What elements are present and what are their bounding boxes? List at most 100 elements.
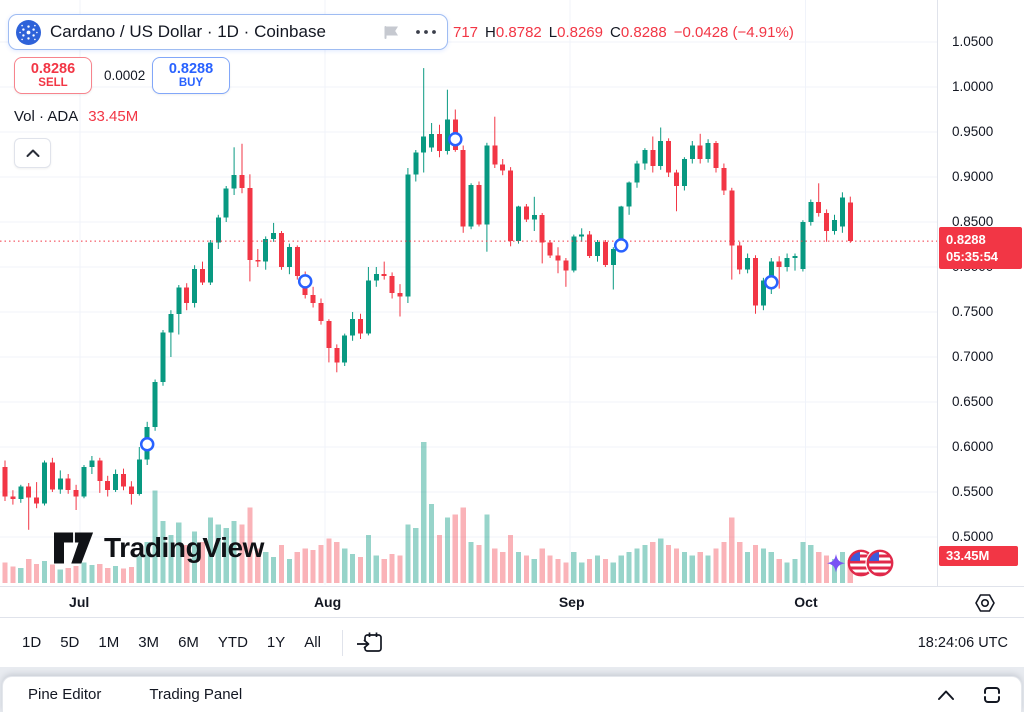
candle-body (286, 247, 292, 267)
candle-body (389, 276, 395, 294)
candle-body (26, 486, 32, 498)
ohlc-high-value: 0.8782 (495, 24, 542, 41)
collapse-legend-button[interactable] (14, 138, 51, 168)
buy-label: BUY (178, 77, 204, 90)
candle-body (34, 497, 40, 504)
candle-body (113, 474, 119, 491)
event-marker-circle[interactable] (764, 275, 779, 290)
range-5d[interactable]: 5D (60, 634, 80, 651)
economic-event-icons[interactable] (824, 542, 902, 586)
ohlc-high-label: H (485, 24, 496, 41)
candle-body (215, 217, 221, 243)
range-3m[interactable]: 3M (138, 634, 160, 651)
price-tick: 0.7000 (952, 349, 994, 364)
trading-panel-tab[interactable]: Trading Panel (149, 686, 243, 703)
volume-bar (634, 548, 640, 583)
sell-label: SELL (38, 77, 68, 90)
range-6m[interactable]: 6M (178, 634, 199, 651)
range-ytd[interactable]: YTD (217, 634, 248, 651)
volume-bar (421, 442, 427, 583)
event-marker-circle[interactable] (139, 437, 155, 452)
candle-body (760, 280, 766, 306)
pine-editor-tab[interactable]: Pine Editor (28, 686, 102, 703)
candle-body (768, 261, 774, 281)
price-tick: 0.5000 (952, 529, 994, 544)
candle-body (658, 141, 664, 167)
volume-bar (152, 490, 158, 583)
event-marker-circle[interactable] (297, 274, 313, 289)
candle-body (808, 202, 814, 222)
candle-body (792, 256, 798, 258)
buy-button[interactable]: 0.8288 BUY (152, 57, 230, 94)
volume-bar (26, 558, 32, 583)
range-1m[interactable]: 1M (98, 634, 120, 651)
volume-bar (642, 545, 648, 583)
footer-strip: Pine Editor Trading Panel (0, 667, 1024, 712)
range-1y[interactable]: 1Y (266, 634, 286, 651)
candle-body (223, 188, 229, 218)
candle-body (729, 190, 735, 246)
more-options-icon[interactable] (415, 28, 437, 36)
volume-bar (207, 517, 213, 583)
volume-bar (650, 541, 656, 583)
range-all[interactable]: All (304, 634, 321, 651)
candle-body (832, 220, 837, 231)
volume-bar (579, 562, 585, 583)
volume-bar (10, 566, 16, 583)
volume-bar (239, 524, 245, 583)
candle-body (776, 261, 782, 267)
event-marker-circle[interactable] (448, 131, 463, 147)
volume-bar (681, 552, 687, 583)
volume-bar (334, 541, 340, 583)
expand-panel-chevron-icon[interactable] (933, 686, 959, 704)
candle-body (176, 287, 182, 314)
volume-bar (389, 554, 395, 583)
event-marker-circle[interactable] (613, 238, 629, 253)
price-axis[interactable]: 0.8288 05:35:54 33.45M 1.0500 1.0000 0.950… (937, 0, 1024, 586)
price-tick: 0.8500 (952, 214, 994, 229)
volume-bar (492, 548, 498, 583)
time-axis[interactable]: Jul Aug Sep Oct (0, 586, 1024, 617)
cardano-logo-icon (16, 19, 41, 45)
volume-bar (41, 561, 48, 583)
volume-bar (531, 558, 537, 583)
candle-body (847, 202, 853, 242)
volume-bar (397, 555, 403, 583)
candle-body (2, 466, 8, 497)
candle-body (579, 234, 585, 237)
candle-body (492, 145, 498, 165)
volume-bar (816, 552, 822, 583)
symbol-button[interactable]: Cardano / US Dollar · 1D · Coinbase (8, 14, 448, 50)
ohlc-open-partial: 717 (453, 24, 479, 41)
volume-bar (666, 545, 672, 583)
go-to-date-icon[interactable] (356, 631, 384, 655)
range-1d[interactable]: 1D (22, 634, 42, 651)
candle-body (152, 382, 158, 428)
volume-bar (697, 552, 703, 583)
us-flag-event-icon (865, 548, 895, 578)
candle-body (73, 490, 79, 497)
sell-button[interactable]: 0.8286 SELL (14, 57, 92, 94)
volume-bar (429, 503, 435, 583)
volume-bar (444, 517, 450, 583)
scales-settings-icon[interactable] (971, 591, 999, 615)
volume-bar (342, 548, 348, 583)
volume-bar (626, 552, 632, 583)
maximize-panel-icon[interactable] (979, 683, 1005, 707)
candle-body (429, 133, 435, 148)
volume-bar (831, 558, 838, 583)
volume-bar (673, 548, 680, 583)
chart-pane[interactable]: TradingView (0, 0, 1024, 586)
flag-icon[interactable] (381, 22, 401, 42)
bar-countdown: 05:35:54 (946, 249, 999, 264)
volume-bar (658, 538, 664, 583)
candlestick-chart[interactable] (0, 0, 938, 586)
month-label: Aug (313, 594, 342, 610)
volume-bar (515, 552, 522, 583)
candle-body (476, 185, 482, 225)
volume-bar (847, 560, 853, 583)
session-clock[interactable]: 18:24:06 UTC (917, 634, 1008, 651)
candle-body (57, 478, 63, 490)
volume-bar (405, 524, 411, 583)
volume-bar (539, 548, 545, 583)
